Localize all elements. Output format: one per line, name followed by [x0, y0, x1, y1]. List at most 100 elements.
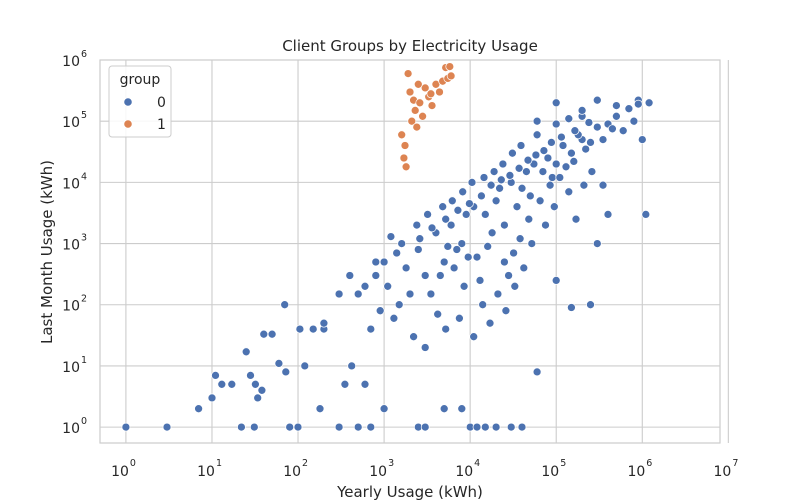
point-group-0: [624, 104, 634, 114]
point-group-0: [618, 126, 628, 136]
point-group-0: [598, 180, 608, 190]
point-group-0: [532, 116, 542, 126]
point-group-0: [480, 210, 490, 219]
legend-marker-group-0: [123, 97, 133, 107]
point-group-0: [383, 281, 393, 291]
point-group-0: [558, 141, 568, 150]
point-group-0: [293, 422, 303, 432]
point-group-0: [555, 173, 565, 182]
point-group-0: [347, 361, 357, 371]
y-axis-label: Last Month Usage (kWh): [38, 160, 56, 344]
y-tick-exponent: 1: [81, 355, 87, 366]
point-group-0: [237, 422, 246, 432]
point-group-0: [489, 167, 499, 176]
point-group-0: [412, 220, 422, 230]
point-group-0: [251, 379, 260, 389]
point-group-0: [495, 183, 504, 193]
y-tick-base: 10: [62, 115, 80, 131]
legend-title: group: [120, 72, 161, 88]
point-group-1: [399, 153, 409, 163]
point-group-0: [592, 122, 602, 132]
point-group-0: [508, 148, 517, 158]
x-tick-base: 10: [369, 464, 387, 480]
y-tick-label-0: 10 0: [62, 416, 87, 437]
point-group-1: [403, 69, 413, 78]
point-group-0: [577, 106, 587, 115]
point-group-0: [427, 223, 437, 233]
point-group-0: [315, 404, 325, 414]
point-group-0: [501, 306, 511, 316]
point-group-0: [207, 393, 217, 403]
point-group-0: [561, 162, 571, 172]
x-tick-exponent: 7: [732, 458, 738, 469]
x-tick-label-7: 107: [714, 458, 739, 480]
y-tick-exponent: 0: [81, 416, 87, 427]
x-tick-base: 10: [283, 464, 301, 480]
point-group-0: [570, 126, 580, 136]
point-group-0: [379, 257, 389, 267]
point-group-0: [253, 393, 263, 403]
point-group-0: [500, 220, 509, 230]
point-group-0: [531, 150, 541, 160]
point-group-1: [397, 130, 407, 140]
point-group-0: [506, 178, 516, 187]
scatter-points: [121, 62, 654, 432]
x-tick-label-5: 105: [541, 458, 566, 480]
point-group-0: [162, 422, 172, 432]
point-group-0: [485, 318, 495, 328]
point-group-0: [267, 329, 277, 339]
point-group-0: [227, 379, 237, 389]
y-tick-label-6: 10 6: [62, 49, 87, 70]
point-group-0: [523, 155, 533, 165]
point-group-0: [353, 289, 363, 299]
point-group-0: [491, 422, 501, 432]
point-group-0: [241, 347, 251, 357]
point-group-0: [522, 167, 531, 176]
point-group-1: [415, 98, 425, 108]
point-group-1: [446, 71, 456, 81]
point-group-0: [455, 313, 464, 323]
x-tick-label-6: 106: [627, 458, 652, 480]
point-group-0: [483, 242, 493, 251]
y-tick-base: 10: [62, 54, 80, 70]
x-tick-exponent: 5: [560, 458, 566, 469]
point-group-0: [506, 422, 516, 432]
point-group-0: [603, 210, 613, 219]
point-group-0: [360, 281, 370, 291]
point-group-0: [439, 404, 449, 414]
point-group-0: [386, 232, 396, 241]
point-group-0: [519, 263, 529, 273]
point-group-0: [366, 422, 376, 432]
point-group-0: [525, 191, 535, 201]
x-tick-exponent: 4: [474, 458, 480, 469]
point-group-0: [458, 187, 468, 197]
y-tick-base: 10: [62, 360, 80, 376]
y-tick-exponent: 5: [81, 110, 87, 121]
x-axis-label: Yearly Usage (kWh): [336, 483, 483, 500]
point-group-0: [426, 289, 436, 299]
point-group-0: [420, 422, 430, 432]
point-group-0: [415, 234, 425, 244]
point-group-0: [581, 144, 591, 154]
point-group-0: [285, 422, 295, 432]
point-group-0: [514, 163, 524, 173]
point-group-0: [409, 332, 418, 342]
point-group-0: [587, 167, 597, 176]
point-group-0: [453, 205, 463, 215]
point-group-0: [505, 171, 515, 180]
point-group-0: [500, 257, 509, 267]
point-group-0: [579, 180, 589, 190]
point-group-0: [524, 214, 534, 224]
x-tick-exponent: 1: [216, 458, 222, 469]
point-group-0: [360, 379, 370, 389]
point-group-0: [420, 271, 430, 280]
point-group-0: [504, 271, 513, 280]
y-tick-label-3: 10 3: [62, 233, 87, 254]
point-group-0: [551, 159, 561, 169]
y-tick-label-5: 10 5: [62, 110, 87, 131]
point-group-0: [592, 239, 602, 248]
point-group-0: [423, 210, 432, 219]
point-group-0: [493, 289, 503, 299]
point-group-0: [586, 300, 595, 310]
